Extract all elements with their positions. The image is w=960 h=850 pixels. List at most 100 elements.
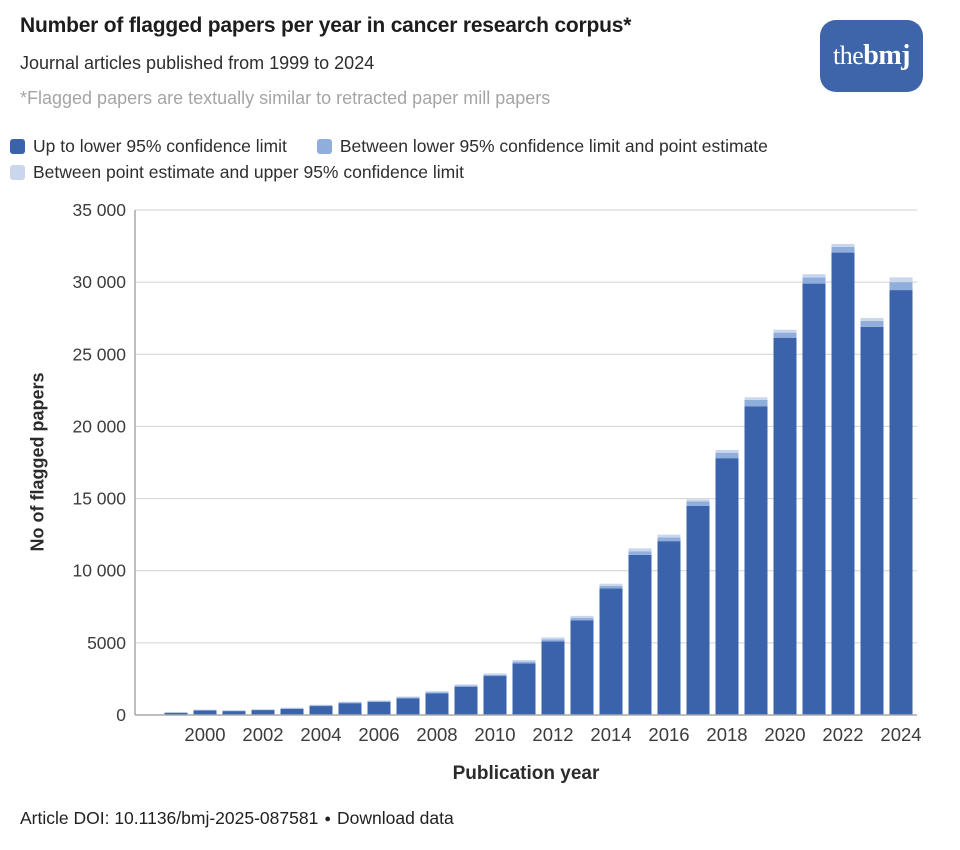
y-tick-label: 15 000 bbox=[72, 489, 126, 509]
bar-2017-mid-segment bbox=[686, 501, 710, 506]
chart-subtitle: Journal articles published from 1999 to … bbox=[20, 53, 375, 73]
bar-2016-upper-segment bbox=[657, 534, 681, 538]
bar-2000-lower-segment bbox=[193, 710, 217, 715]
bar-2023-mid-segment bbox=[860, 320, 884, 327]
y-tick-label: 25 000 bbox=[72, 344, 126, 364]
bar-2011-upper-segment bbox=[512, 660, 536, 662]
bar-1999-lower-segment bbox=[164, 712, 188, 715]
bar-2015-upper-segment bbox=[628, 548, 652, 552]
bar-2009-lower-segment bbox=[454, 686, 478, 715]
bar-2009-upper-segment bbox=[454, 684, 478, 686]
page-title: Number of flagged papers per year in can… bbox=[20, 14, 632, 37]
bar-2008-lower-segment bbox=[425, 693, 449, 715]
bar-2006-mid-segment bbox=[367, 701, 391, 703]
bar-2007-lower-segment bbox=[396, 698, 420, 715]
bar-2019-upper-segment bbox=[744, 397, 768, 400]
bar-2015-mid-segment bbox=[628, 551, 652, 555]
bar-2012-lower-segment bbox=[541, 641, 565, 715]
bar-2004-upper-segment bbox=[309, 704, 333, 706]
bar-2022-upper-segment bbox=[831, 243, 855, 247]
bar-2020-upper-segment bbox=[773, 329, 797, 333]
bar-2011-mid-segment bbox=[512, 661, 536, 664]
bar-2018-mid-segment bbox=[715, 452, 739, 459]
bar-2003-mid-segment bbox=[280, 708, 304, 709]
bar-2014-mid-segment bbox=[599, 585, 623, 589]
legend-swatch-medium-blue-icon bbox=[316, 138, 332, 154]
legend-row-2: Between point estimate and upper 95% con… bbox=[10, 159, 950, 185]
bmj-logo-prefix: the bbox=[833, 41, 864, 70]
bar-2020-lower-segment bbox=[773, 337, 797, 715]
bar-2017-upper-segment bbox=[686, 499, 710, 502]
download-data-link[interactable]: Download data bbox=[336, 808, 454, 828]
bar-2021-lower-segment bbox=[802, 283, 826, 715]
bar-2022-mid-segment bbox=[831, 246, 855, 253]
bar-2001-lower-segment bbox=[222, 711, 246, 715]
bar-2010-mid-segment bbox=[483, 674, 507, 677]
bar-2021-mid-segment bbox=[802, 277, 826, 284]
bar-2004-mid-segment bbox=[309, 705, 333, 707]
legend-item-point-to-upper: Between point estimate and upper 95% con… bbox=[10, 162, 464, 183]
bmj-logo-suffix: bmj bbox=[863, 40, 910, 71]
legend-label: Between point estimate and upper 95% con… bbox=[33, 161, 464, 182]
x-tick-label: 2014 bbox=[590, 724, 631, 745]
y-tick-label: 10 000 bbox=[72, 561, 126, 581]
bar-2023-lower-segment bbox=[860, 326, 884, 715]
y-tick-label: 35 000 bbox=[72, 200, 126, 220]
legend-swatch-dark-blue-icon bbox=[10, 138, 25, 154]
x-tick-label: 2008 bbox=[416, 724, 457, 745]
bar-2023-upper-segment bbox=[860, 317, 884, 321]
bar-2012-mid-segment bbox=[541, 639, 565, 642]
x-tick-label: 2022 bbox=[822, 724, 863, 745]
legend-item-lower-to-point: Between lower 95% confidence limit and p… bbox=[316, 136, 768, 157]
bar-2016-mid-segment bbox=[657, 537, 681, 542]
bar-2003-upper-segment bbox=[280, 707, 304, 709]
bar-2024-mid-segment bbox=[889, 282, 913, 291]
bmj-logo: the bmj bbox=[820, 20, 923, 92]
bar-2019-mid-segment bbox=[744, 399, 768, 407]
bar-2008-mid-segment bbox=[425, 692, 449, 694]
bar-2010-upper-segment bbox=[483, 673, 507, 675]
y-tick-label: 20 000 bbox=[72, 416, 126, 436]
chart-footnote: *Flagged papers are textually similar to… bbox=[20, 88, 551, 108]
bar-2024-lower-segment bbox=[889, 290, 913, 715]
bar-2016-lower-segment bbox=[657, 541, 681, 715]
x-tick-label: 2006 bbox=[358, 724, 399, 745]
bar-2009-mid-segment bbox=[454, 685, 478, 687]
x-tick-label: 2018 bbox=[706, 724, 747, 745]
bar-2021-upper-segment bbox=[802, 274, 826, 278]
x-tick-label: 2010 bbox=[474, 724, 515, 745]
bar-2018-lower-segment bbox=[715, 458, 739, 715]
bar-2018-upper-segment bbox=[715, 449, 739, 453]
x-tick-label: 2012 bbox=[532, 724, 573, 745]
bar-2014-upper-segment bbox=[599, 583, 623, 586]
bar-2013-upper-segment bbox=[570, 615, 594, 619]
x-tick-label: 2004 bbox=[300, 724, 341, 745]
chart-legend: Up to lower 95% confidence limit Between… bbox=[10, 133, 950, 185]
x-tick-label: 2002 bbox=[242, 724, 283, 745]
legend-swatch-light-blue-icon bbox=[10, 164, 25, 180]
bar-2015-lower-segment bbox=[628, 554, 652, 715]
legend-item-lower-ci: Up to lower 95% confidence limit bbox=[10, 136, 287, 157]
bar-2005-mid-segment bbox=[338, 702, 362, 704]
bar-2007-upper-segment bbox=[396, 696, 420, 698]
bar-2004-lower-segment bbox=[309, 706, 333, 715]
bar-2017-lower-segment bbox=[686, 505, 710, 715]
x-axis-title: Publication year bbox=[452, 763, 600, 784]
bar-2024-upper-segment bbox=[889, 277, 913, 283]
y-tick-label: 0 bbox=[116, 705, 126, 725]
bar-2008-upper-segment bbox=[425, 691, 449, 693]
legend-label: Up to lower 95% confidence limit bbox=[33, 135, 287, 156]
bar-2005-upper-segment bbox=[338, 701, 362, 703]
bar-2013-lower-segment bbox=[570, 620, 594, 715]
x-tick-label: 2024 bbox=[880, 724, 921, 745]
bar-2019-lower-segment bbox=[744, 406, 768, 715]
footer: Article DOI: 10.1136/bmj-2025-087581 ● Dow… bbox=[20, 808, 454, 829]
doi-text: Article DOI: 10.1136/bmj-2025-087581 bbox=[20, 808, 319, 828]
legend-row-1: Up to lower 95% confidence limit Between… bbox=[10, 133, 950, 159]
x-tick-label: 2016 bbox=[648, 724, 689, 745]
bar-2005-lower-segment bbox=[338, 703, 362, 715]
y-tick-label: 30 000 bbox=[72, 272, 126, 292]
bar-2006-lower-segment bbox=[367, 702, 391, 715]
